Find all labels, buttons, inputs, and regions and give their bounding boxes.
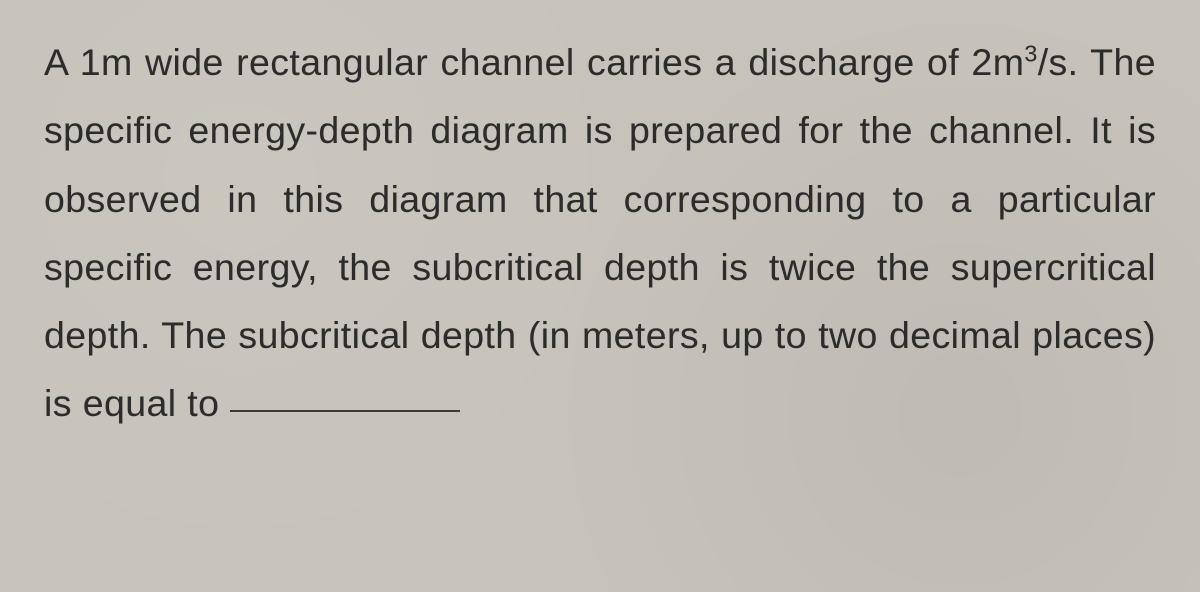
problem-statement: A 1m wide rectangular channel carries a … <box>44 28 1156 438</box>
problem-text-part-2: /s. The specific energy-depth diagram is… <box>44 41 1156 424</box>
answer-blank[interactable] <box>230 410 460 412</box>
problem-text-part-1: A 1m wide rectangular channel carries a … <box>44 41 1024 83</box>
unit-exponent: 3 <box>1024 41 1037 67</box>
